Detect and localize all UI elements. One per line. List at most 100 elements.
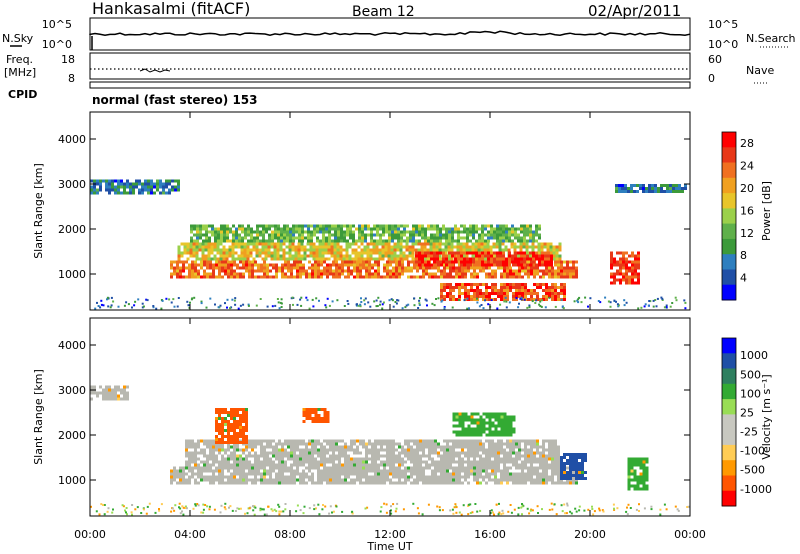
power-speckle — [346, 300, 349, 302]
power-cell — [510, 242, 514, 246]
velocity-cell — [500, 412, 504, 416]
power-cell — [373, 233, 376, 237]
power-cell — [557, 263, 560, 267]
power-speckle — [643, 305, 646, 308]
velocity-cell — [368, 469, 371, 473]
velocity-cell — [437, 442, 440, 446]
velocity-cell — [218, 478, 221, 482]
power-cell — [469, 227, 472, 231]
power-cell — [372, 242, 376, 246]
power-cell — [476, 292, 479, 295]
power-cell — [502, 239, 505, 243]
power-cell — [560, 272, 563, 276]
velocity-cell — [503, 424, 507, 428]
power-cell — [233, 263, 236, 267]
power-cell — [117, 191, 120, 195]
velocity-cell — [530, 472, 533, 476]
power-cell — [631, 251, 634, 255]
velocity-cell — [633, 457, 637, 461]
power-cell — [311, 275, 314, 279]
velocity-cell — [188, 478, 191, 482]
power-speckle — [597, 300, 600, 302]
velocity-speckle — [493, 513, 495, 516]
velocity-cell — [200, 475, 203, 479]
power-cell — [494, 289, 497, 292]
power-cell — [549, 251, 553, 255]
velocity-cell — [326, 448, 329, 452]
power-cell — [438, 248, 442, 252]
velocity-cell — [242, 438, 245, 441]
velocity-cell — [639, 472, 643, 476]
velocity-cell — [269, 439, 272, 443]
power-cell — [496, 239, 499, 243]
velocity-cell — [536, 442, 539, 446]
velocity-cell — [386, 475, 389, 479]
power-cell — [619, 260, 622, 264]
power-cell — [412, 239, 415, 243]
power-cell — [506, 275, 509, 279]
power-cell — [505, 233, 508, 237]
velocity-cell — [458, 412, 462, 416]
velocity-cell — [437, 460, 440, 464]
power-cell — [449, 272, 452, 276]
velocity-cell — [410, 460, 413, 464]
velocity-cell — [332, 457, 335, 461]
power-cell — [277, 224, 280, 228]
velocity-cell — [536, 481, 539, 485]
power-cell — [555, 248, 559, 252]
velocity-cell — [473, 433, 477, 437]
velocity-cell — [317, 439, 320, 443]
velocity-cell — [413, 448, 416, 452]
velocity-cell — [548, 445, 551, 449]
power-cell — [341, 269, 344, 273]
power-cell — [479, 266, 482, 270]
power-cell — [558, 257, 562, 261]
velocity-cell — [260, 475, 263, 479]
velocity-cell — [395, 448, 398, 452]
velocity-cell — [218, 466, 221, 470]
velocity-cell — [371, 463, 374, 467]
power-speckle — [466, 297, 469, 300]
power-cell — [210, 251, 214, 255]
velocity-cell — [194, 454, 197, 458]
power-cell — [389, 263, 392, 267]
power-cell — [242, 275, 245, 279]
power-speckle — [168, 298, 171, 301]
power-cell — [619, 266, 622, 270]
power-cell — [634, 266, 637, 270]
power-speckle — [394, 301, 397, 303]
power-cell — [300, 242, 304, 246]
velocity-cell — [446, 457, 449, 461]
power-cell — [445, 230, 448, 234]
velocity-cell — [287, 451, 290, 455]
power-speckle — [291, 296, 294, 299]
noise-sky-label: N.Sky — [2, 32, 34, 45]
velocity-cell — [470, 448, 473, 452]
velocity-cell — [290, 451, 293, 455]
velocity-cell — [461, 421, 465, 425]
power-cell — [619, 278, 622, 282]
velocity-cell — [308, 442, 311, 446]
power-cell — [170, 266, 173, 270]
power-speckle — [538, 303, 541, 306]
power-speckle — [560, 298, 563, 301]
power-cell — [328, 227, 331, 231]
velocity-cell — [497, 469, 500, 473]
power-cell — [367, 227, 370, 231]
velocity-cell — [494, 412, 498, 416]
velocity-cell — [368, 457, 371, 461]
velocity-cell — [212, 445, 215, 449]
freq-panel: Freq. [MHz] 18 8 60 0 Nave — [4, 52, 774, 85]
velocity-cell — [575, 481, 578, 485]
velocity-cell — [185, 463, 188, 467]
velocity-cell — [503, 451, 506, 455]
velocity-cell — [209, 481, 212, 485]
power-cell — [533, 292, 536, 295]
velocity-cell — [548, 454, 551, 458]
velocity-cell — [395, 442, 398, 446]
velocity-cell — [90, 397, 93, 401]
power-cell — [355, 227, 358, 231]
power-cell — [236, 263, 239, 267]
velocity-cell — [443, 457, 446, 461]
velocity-cell — [239, 426, 242, 429]
